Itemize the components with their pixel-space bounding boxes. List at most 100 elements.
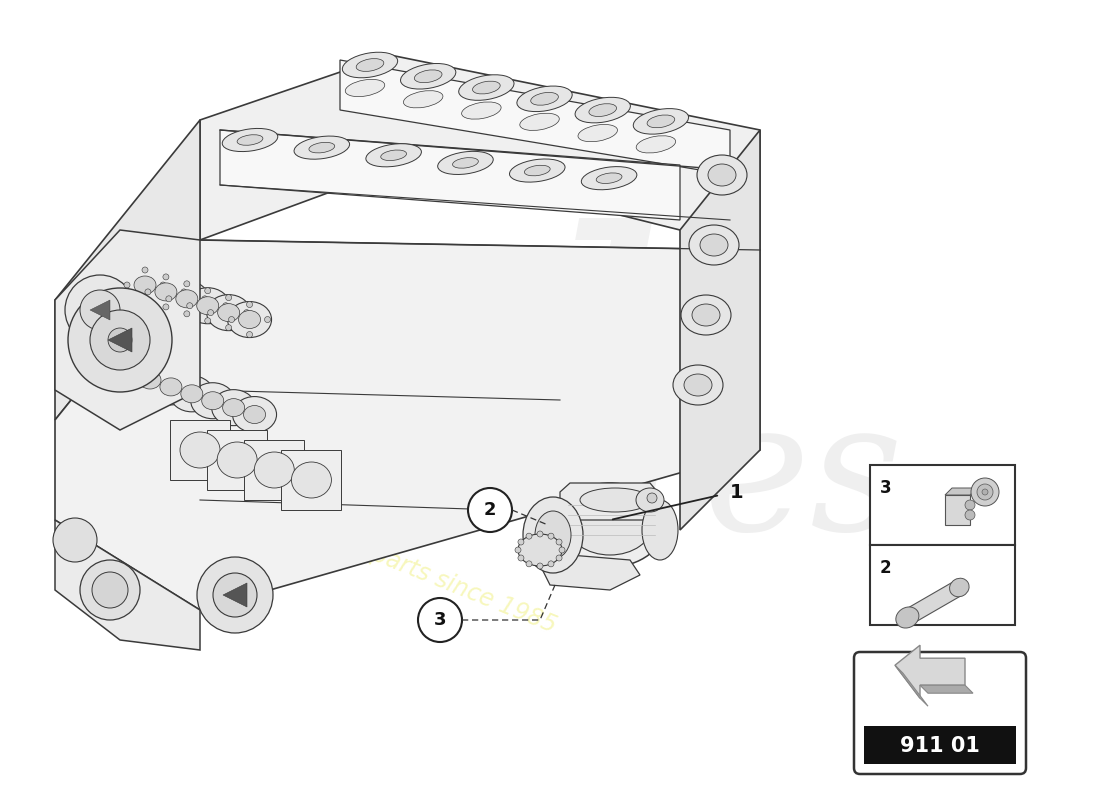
Ellipse shape — [190, 382, 234, 418]
Circle shape — [518, 539, 524, 545]
Circle shape — [166, 296, 172, 302]
Ellipse shape — [588, 104, 617, 117]
Ellipse shape — [580, 488, 650, 512]
Ellipse shape — [180, 385, 202, 403]
Polygon shape — [55, 520, 200, 650]
Ellipse shape — [459, 74, 514, 100]
Ellipse shape — [128, 362, 172, 398]
Polygon shape — [90, 300, 110, 320]
Circle shape — [205, 288, 211, 294]
Ellipse shape — [217, 442, 257, 478]
Circle shape — [80, 560, 140, 620]
Ellipse shape — [525, 166, 550, 176]
Ellipse shape — [180, 432, 220, 468]
Polygon shape — [282, 450, 341, 510]
Ellipse shape — [517, 86, 572, 111]
Text: res: res — [617, 392, 903, 568]
Circle shape — [526, 561, 532, 567]
Ellipse shape — [197, 297, 219, 314]
Ellipse shape — [681, 295, 732, 335]
Ellipse shape — [309, 142, 334, 153]
Ellipse shape — [144, 274, 188, 310]
Circle shape — [142, 267, 148, 273]
Circle shape — [108, 328, 132, 352]
Circle shape — [264, 317, 271, 322]
Polygon shape — [540, 555, 640, 590]
Ellipse shape — [211, 390, 255, 426]
Ellipse shape — [684, 374, 712, 396]
Circle shape — [243, 310, 250, 316]
Ellipse shape — [636, 488, 664, 512]
Ellipse shape — [155, 283, 177, 301]
Ellipse shape — [366, 144, 421, 167]
Ellipse shape — [581, 166, 637, 190]
Text: 3: 3 — [880, 479, 892, 497]
Polygon shape — [170, 420, 230, 480]
Polygon shape — [895, 666, 928, 706]
Polygon shape — [55, 230, 200, 430]
Circle shape — [205, 318, 211, 324]
Circle shape — [163, 304, 169, 310]
Ellipse shape — [642, 500, 678, 560]
Ellipse shape — [139, 371, 161, 389]
Ellipse shape — [575, 98, 630, 123]
Circle shape — [647, 493, 657, 503]
Polygon shape — [920, 685, 974, 693]
Ellipse shape — [568, 495, 652, 555]
Ellipse shape — [556, 483, 666, 567]
Bar — [870, 545, 1015, 625]
Circle shape — [246, 331, 253, 338]
Text: a passion for parts since 1985: a passion for parts since 1985 — [220, 482, 560, 638]
Ellipse shape — [356, 58, 384, 71]
Ellipse shape — [222, 129, 278, 151]
Ellipse shape — [522, 497, 583, 573]
Circle shape — [971, 478, 999, 506]
Text: 911 01: 911 01 — [900, 736, 980, 756]
Ellipse shape — [134, 276, 156, 294]
Circle shape — [68, 288, 172, 392]
Ellipse shape — [949, 578, 969, 597]
Circle shape — [201, 296, 208, 302]
Circle shape — [65, 275, 135, 345]
Polygon shape — [903, 581, 964, 625]
Ellipse shape — [228, 302, 272, 338]
Ellipse shape — [509, 159, 565, 182]
Circle shape — [965, 510, 975, 520]
Ellipse shape — [232, 397, 276, 433]
Ellipse shape — [123, 267, 167, 303]
Bar — [864, 726, 1016, 763]
Circle shape — [142, 297, 148, 303]
Polygon shape — [207, 430, 267, 490]
Ellipse shape — [462, 102, 502, 119]
Circle shape — [180, 289, 187, 295]
Polygon shape — [220, 130, 680, 220]
Polygon shape — [560, 483, 660, 520]
Ellipse shape — [708, 164, 736, 186]
Circle shape — [418, 598, 462, 642]
Polygon shape — [200, 55, 760, 250]
Circle shape — [92, 572, 128, 608]
Circle shape — [197, 557, 273, 633]
Circle shape — [226, 294, 232, 301]
Circle shape — [53, 518, 97, 562]
Polygon shape — [945, 488, 977, 495]
Ellipse shape — [165, 281, 209, 317]
Ellipse shape — [636, 136, 675, 153]
Ellipse shape — [342, 52, 398, 78]
Circle shape — [548, 561, 554, 567]
Polygon shape — [55, 120, 200, 420]
Ellipse shape — [254, 452, 295, 488]
Circle shape — [208, 310, 213, 316]
Circle shape — [982, 489, 988, 495]
Circle shape — [184, 311, 190, 317]
Ellipse shape — [404, 90, 443, 108]
Ellipse shape — [239, 310, 261, 329]
Circle shape — [163, 274, 169, 280]
Ellipse shape — [176, 290, 198, 308]
Ellipse shape — [689, 225, 739, 265]
Ellipse shape — [634, 109, 689, 134]
Circle shape — [965, 500, 975, 510]
Ellipse shape — [895, 607, 918, 628]
Ellipse shape — [222, 398, 244, 417]
Ellipse shape — [238, 134, 263, 146]
